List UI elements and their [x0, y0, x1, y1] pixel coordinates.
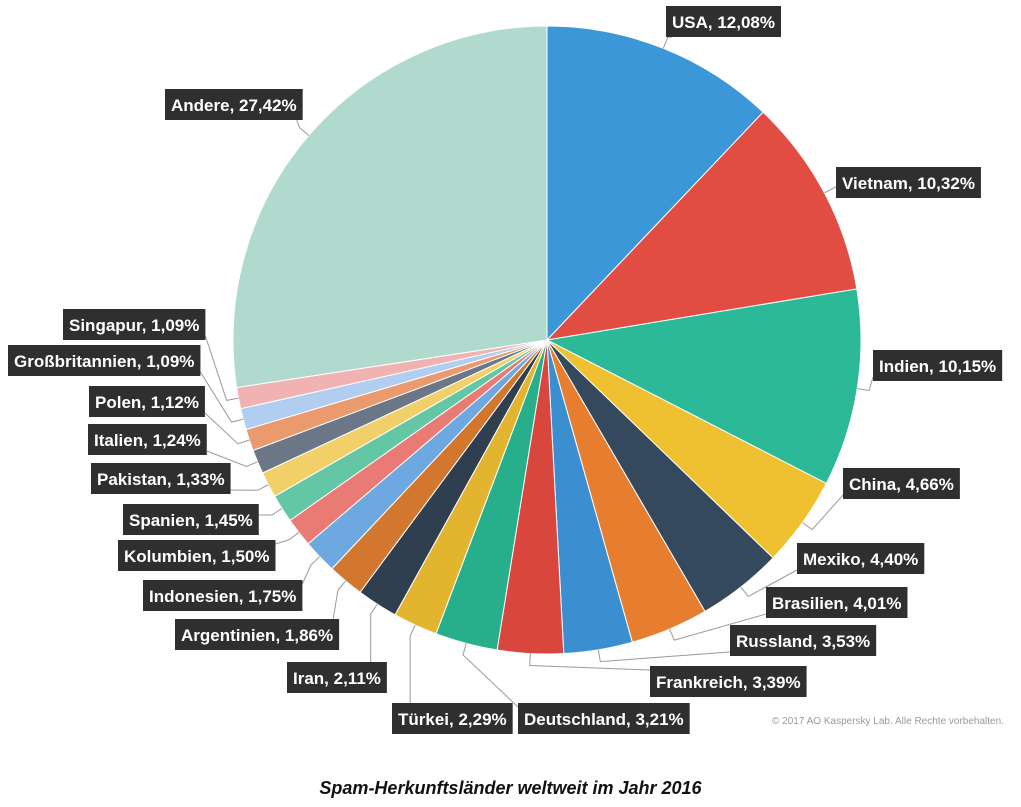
label-background	[797, 543, 925, 574]
leader-line-china	[802, 494, 844, 531]
slice-label-italien: Italien, 1,24%	[88, 424, 207, 455]
slice-label-spanien: Spanien, 1,45%	[123, 504, 259, 535]
chart-caption: Spam-Herkunftsländer weltweit im Jahr 20…	[319, 778, 702, 798]
label-background	[730, 625, 877, 656]
slice-label-singapur: Singapur, 1,09%	[63, 309, 206, 340]
label-text: Kolumbien, 1,50%	[124, 547, 269, 566]
label-background	[287, 662, 387, 693]
label-text: Italien, 1,24%	[94, 431, 201, 450]
leader-line-argentinien	[332, 580, 347, 620]
slice-label-polen: Polen, 1,12%	[89, 386, 205, 417]
label-background	[175, 619, 340, 650]
label-text: Pakistan, 1,33%	[97, 470, 225, 489]
label-background	[843, 468, 960, 499]
leader-lines	[200, 36, 874, 708]
label-background	[666, 6, 781, 37]
label-background	[650, 666, 807, 697]
label-background	[392, 703, 513, 734]
label-text: Indien, 10,15%	[879, 357, 996, 376]
label-background	[165, 89, 303, 120]
leader-line-iran	[370, 603, 378, 662]
leader-line-mexiko	[740, 569, 798, 598]
leader-line-deutschland	[462, 643, 519, 708]
leader-line-italien	[206, 450, 258, 467]
slice-label-argentinien: Argentinien, 1,86%	[175, 619, 340, 650]
slice-label-andere: Andere, 27,42%	[165, 89, 303, 120]
leader-line-polen	[204, 412, 250, 445]
slice-label-indonesien: Indonesien, 1,75%	[143, 580, 303, 611]
label-background	[88, 424, 207, 455]
label-text: USA, 12,08%	[672, 13, 775, 32]
pie-slice-usa	[546, 25, 764, 342]
leader-line-singapur	[204, 335, 239, 401]
label-text: Polen, 1,12%	[95, 393, 199, 412]
label-text: Deutschland, 3,21%	[524, 710, 684, 729]
slice-label-pakistan: Pakistan, 1,33%	[91, 463, 231, 494]
slice-labels: USA, 12,08% Vietnam, 10,32% Indien, 10,15%…	[8, 6, 1003, 734]
label-background	[63, 309, 206, 340]
label-text: Andere, 27,42%	[171, 96, 297, 115]
leader-line-russland	[597, 649, 731, 663]
label-background	[91, 463, 231, 494]
leader-line-vietnam	[824, 186, 836, 194]
label-background	[518, 703, 690, 734]
label-background	[8, 345, 201, 376]
leader-line-spanien	[258, 508, 283, 516]
label-background	[143, 580, 303, 611]
slice-label-mexiko: Mexiko, 4,40%	[797, 543, 925, 574]
slice-label-indien: Indien, 10,15%	[873, 350, 1003, 381]
label-text: Indonesien, 1,75%	[149, 587, 296, 606]
leader-line-usa	[662, 36, 673, 49]
copyright-note: © 2017 AO Kaspersky Lab. Alle Rechte vor…	[772, 716, 1004, 727]
slice-label-tuerkei: Türkei, 2,29%	[392, 703, 513, 734]
label-background	[766, 587, 908, 618]
slice-label-kolumbien: Kolumbien, 1,50%	[118, 540, 276, 571]
slice-label-usa: USA, 12,08%	[666, 6, 781, 37]
label-background	[836, 167, 981, 198]
label-text: China, 4,66%	[849, 475, 954, 494]
leader-line-frankreich	[529, 653, 651, 671]
pie-slice-indien	[545, 288, 862, 485]
label-background	[123, 504, 259, 535]
pie-slice-andere	[232, 25, 548, 389]
leader-line-tuerkei	[409, 624, 416, 703]
slice-label-china: China, 4,66%	[843, 468, 960, 499]
pie-slices	[232, 25, 862, 655]
label-text: Spanien, 1,45%	[129, 511, 253, 530]
label-text: Mexiko, 4,40%	[803, 550, 918, 569]
label-text: Türkei, 2,29%	[398, 710, 507, 729]
label-background	[89, 386, 205, 417]
slice-label-iran: Iran, 2,11%	[287, 662, 387, 693]
slice-label-grossbritannien: Großbritannien, 1,09%	[8, 345, 201, 376]
label-text: Frankreich, 3,39%	[656, 673, 801, 692]
slice-label-vietnam: Vietnam, 10,32%	[836, 167, 981, 198]
pie-slice-vietnam	[545, 111, 858, 341]
label-text: Russland, 3,53%	[736, 632, 870, 651]
leader-line-brasilien	[669, 613, 767, 641]
label-background	[118, 540, 276, 571]
leader-line-kolumbien	[275, 531, 300, 545]
leader-line-pakistan	[230, 484, 269, 491]
leader-line-andere	[296, 119, 310, 136]
label-text: Brasilien, 4,01%	[772, 594, 901, 613]
label-text: Iran, 2,11%	[293, 669, 381, 688]
leader-line-grossbritannien	[200, 371, 244, 423]
leader-line-indien	[857, 376, 874, 392]
slice-label-frankreich: Frankreich, 3,39%	[650, 666, 807, 697]
slice-label-brasilien: Brasilien, 4,01%	[766, 587, 908, 618]
slice-label-deutschland: Deutschland, 3,21%	[518, 703, 690, 734]
label-text: Singapur, 1,09%	[69, 316, 199, 335]
label-text: Großbritannien, 1,09%	[14, 352, 194, 371]
leader-line-indonesien	[301, 556, 321, 585]
label-background	[873, 350, 1003, 381]
label-text: Vietnam, 10,32%	[842, 174, 975, 193]
slice-label-russland: Russland, 3,53%	[730, 625, 877, 656]
label-text: Argentinien, 1,86%	[181, 626, 333, 645]
